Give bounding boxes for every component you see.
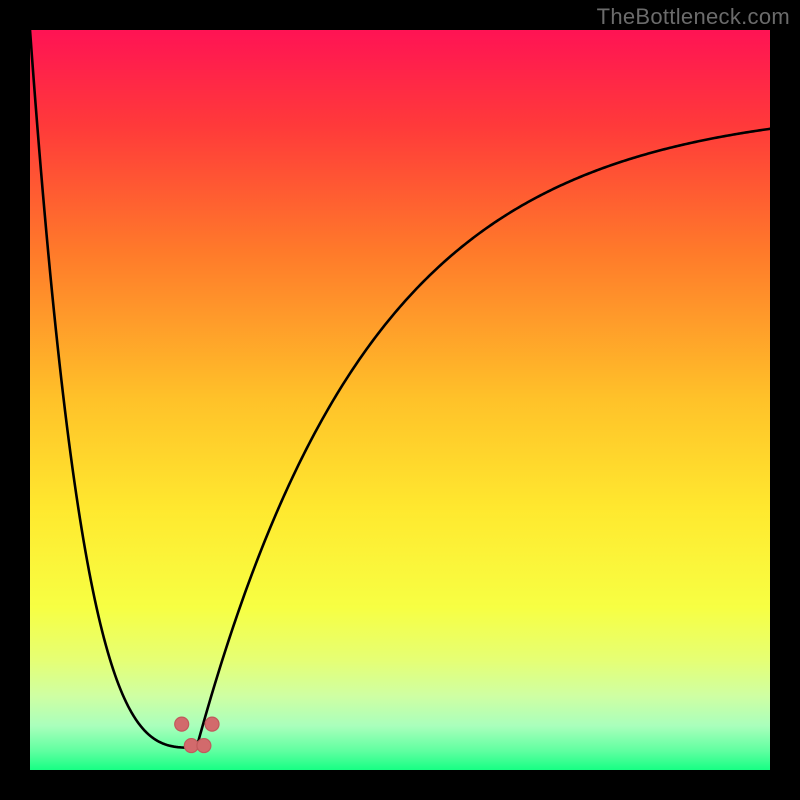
valley-marker <box>205 717 219 731</box>
valley-marker <box>197 739 211 753</box>
watermark-text: TheBottleneck.com <box>597 4 790 30</box>
bottleneck-chart <box>0 0 800 800</box>
valley-marker <box>184 739 198 753</box>
valley-marker <box>175 717 189 731</box>
plot-background <box>30 30 770 770</box>
